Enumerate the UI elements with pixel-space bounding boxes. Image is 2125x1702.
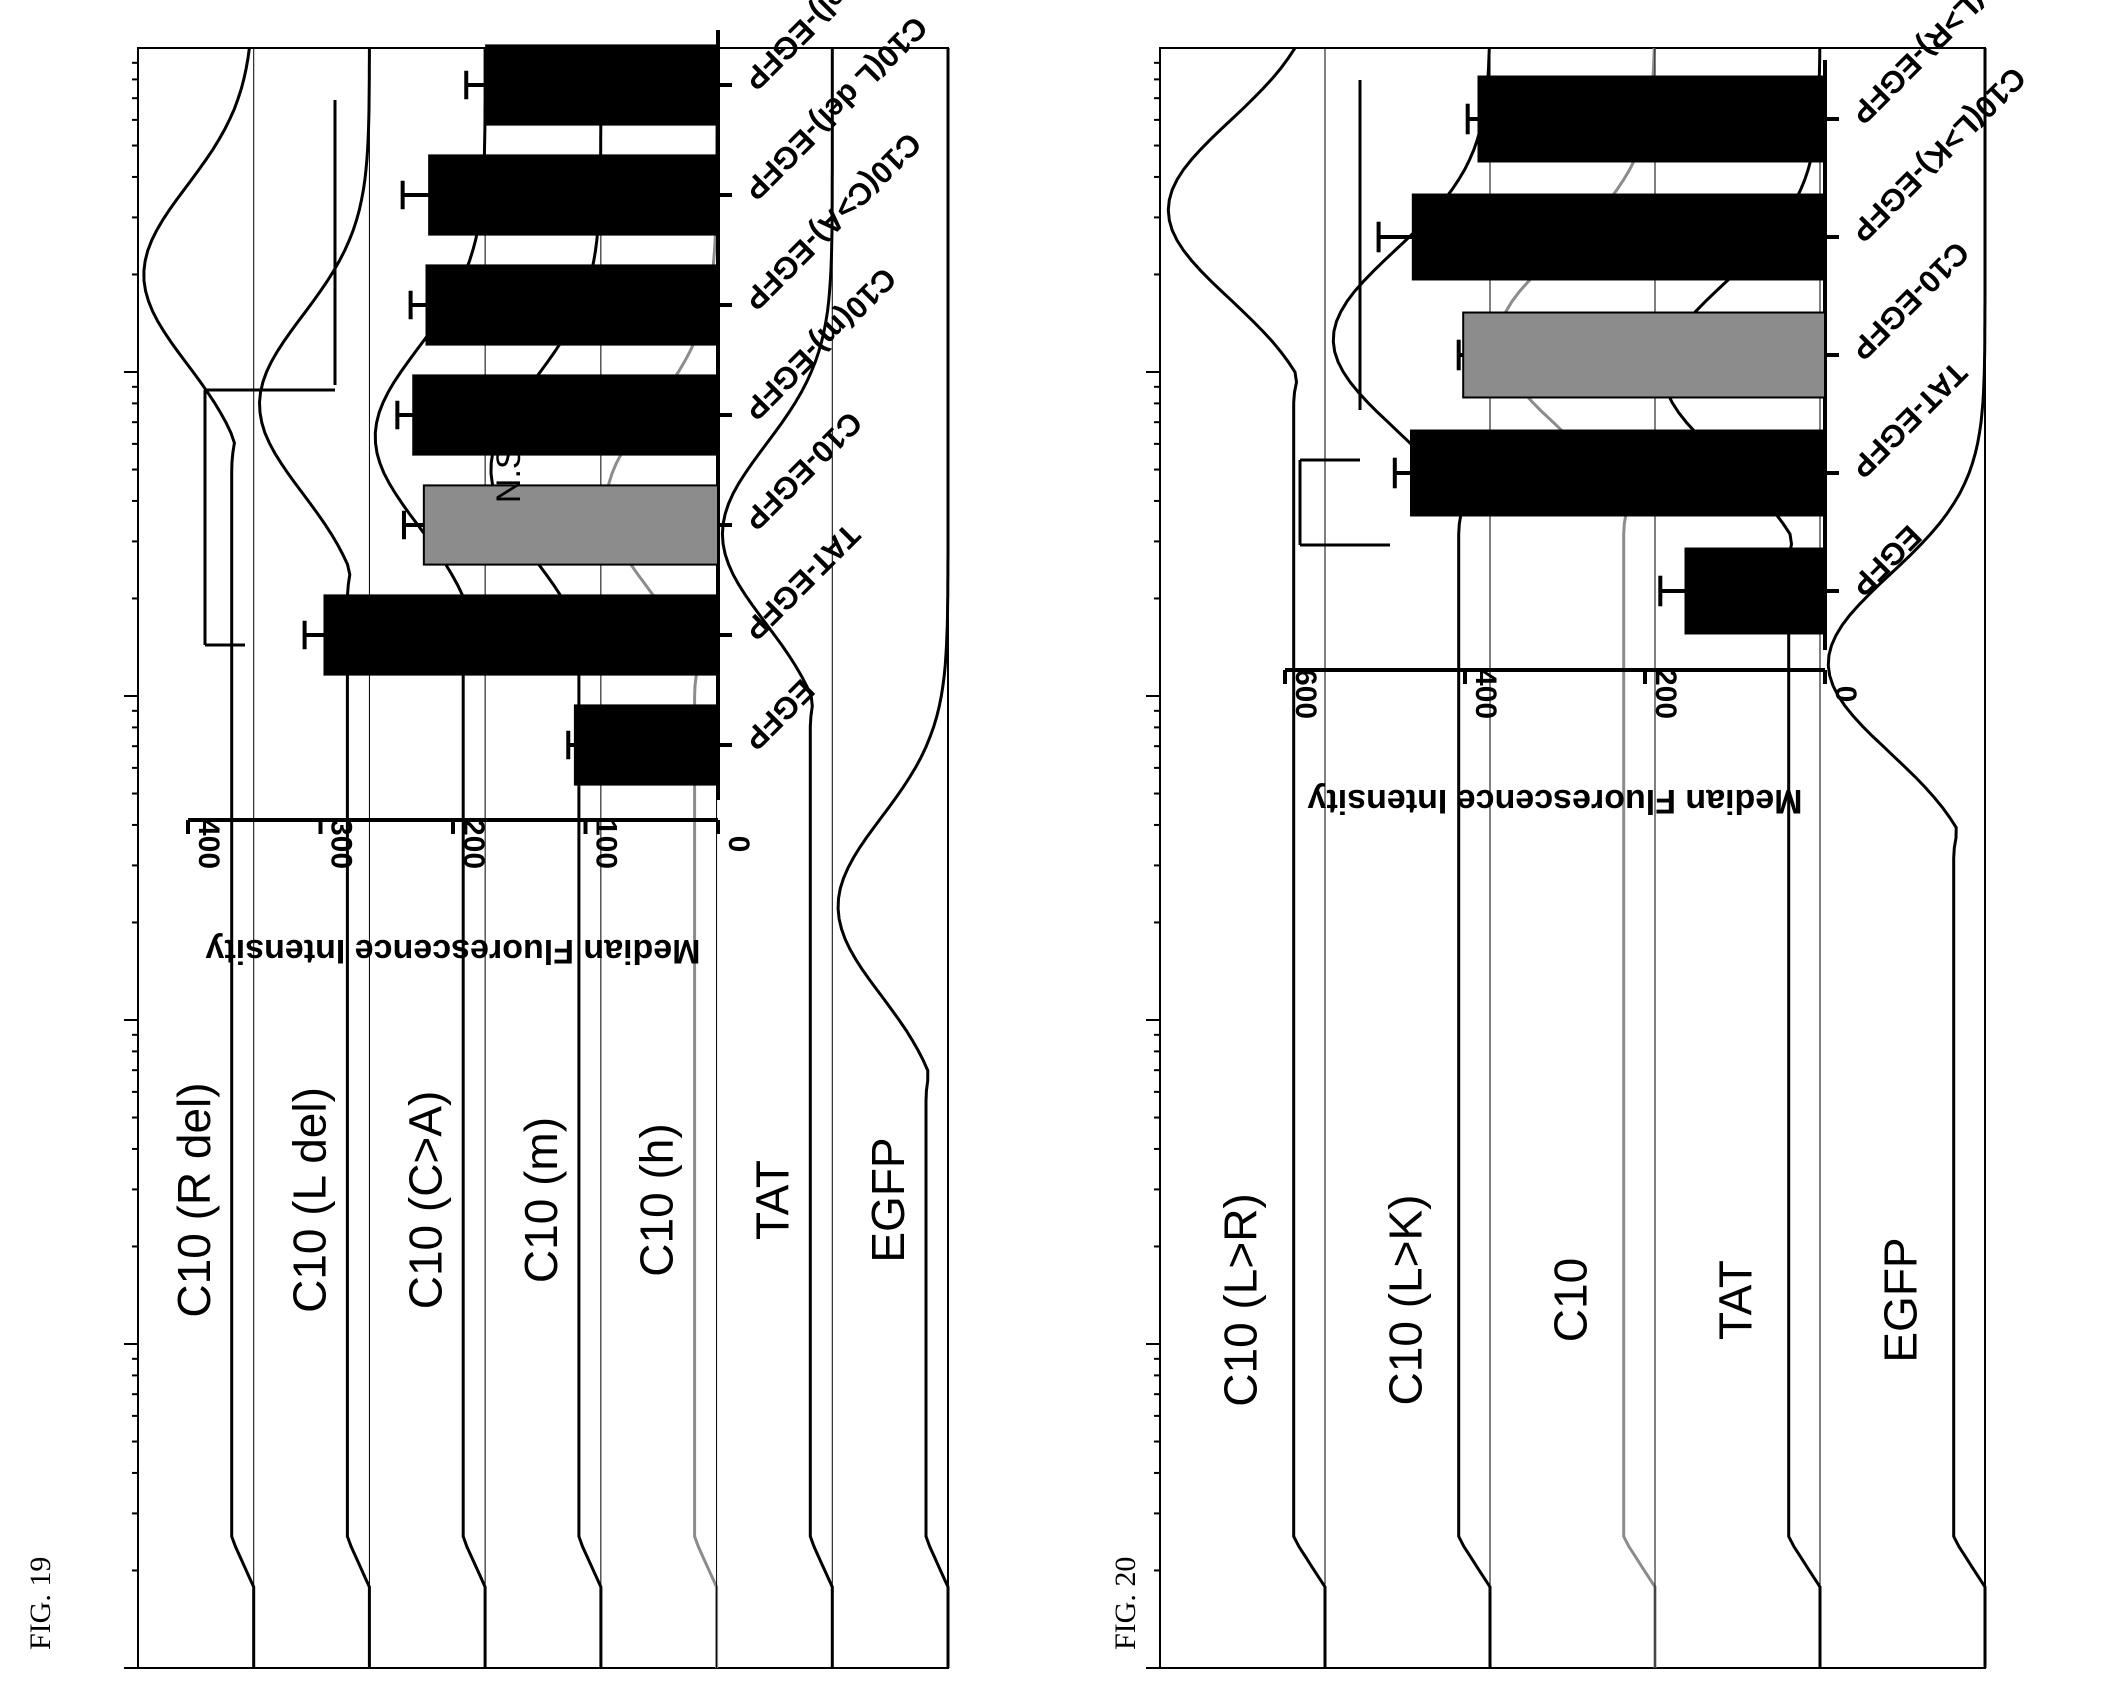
histogram-series-label: EGFP — [862, 1137, 914, 1262]
significance-bracket: N.S. — [203, 100, 528, 647]
bar — [323, 594, 719, 676]
histogram-curve — [1826, 48, 1987, 1668]
value-axis-tick-label: 300 — [325, 819, 358, 869]
value-axis-title: Median Fluorescence Intensity — [205, 932, 700, 970]
category-label: TAT-EGFP — [737, 517, 867, 647]
fig20-histogram: C10 (L>R) C10 (L>K) C10 TAT EGFP — [1146, 47, 1987, 1669]
histogram-curve — [1331, 47, 1492, 1668]
bar — [1410, 429, 1826, 517]
value-axis-tick-label: 0 — [1829, 686, 1862, 703]
category-label: C10(L del)-EGFP — [737, 9, 934, 206]
bar — [412, 374, 719, 456]
histogram-series-label: C10 — [1545, 1258, 1597, 1342]
bar — [1684, 547, 1826, 635]
value-axis-tick-label: 200 — [457, 819, 490, 869]
value-axis-title: Median Fluorescence Intensity — [1307, 782, 1802, 820]
bar — [422, 484, 719, 566]
ns-annotation: N.S. — [1560, 442, 1598, 508]
bar — [428, 154, 719, 236]
histogram-curve — [720, 48, 834, 1668]
bar — [573, 704, 720, 786]
fig19-bar-chart: 0 100 200 300 400 Median Fluorescence Intensi… — [186, 0, 937, 970]
bar — [1462, 311, 1826, 399]
histogram-axis-ticks — [1146, 61, 1160, 1669]
value-axis-tick-label: 200 — [1649, 669, 1682, 719]
histogram-series-label: C10 (L>K) — [1380, 1195, 1432, 1406]
histogram-curve — [836, 48, 950, 1668]
value-axis-tick-label: 100 — [590, 819, 623, 869]
value-axis-tick-label: 0 — [722, 836, 755, 853]
fig19-label: FIG. 19 — [24, 1557, 57, 1650]
histogram-series-label: C10 (L del) — [284, 1087, 336, 1313]
histogram-axis-ticks — [124, 61, 138, 1669]
histogram-series-label: TAT — [1710, 1260, 1762, 1340]
value-axis-tick-label: 400 — [1469, 669, 1502, 719]
histogram-curve — [142, 47, 256, 1668]
bar — [485, 44, 719, 126]
histogram-curve — [1166, 47, 1327, 1668]
value-axis-tick-label: 600 — [1289, 669, 1322, 719]
bar — [1411, 193, 1827, 281]
histogram-series-label: C10 (m) — [515, 1117, 567, 1283]
histogram-series-label: EGFP — [1875, 1237, 1927, 1362]
value-axis-tick-label: 400 — [192, 819, 225, 869]
histogram-series-label: C10 (R del) — [168, 1082, 220, 1317]
ns-annotation: N.S. — [490, 437, 528, 503]
fig19-histogram: C10 (R del) C10 (L del) C10 (C>A) C10 (m) C1… — [124, 47, 950, 1669]
histogram-curve — [257, 48, 371, 1668]
histogram-curve — [1661, 47, 1822, 1668]
histogram-series-label: C10 (C>A) — [399, 1091, 451, 1310]
bar — [425, 264, 719, 346]
fig20-bar-chart: 0 200 400 600 Median Fluorescence Intensity E… — [1283, 0, 2033, 820]
histogram-frame — [1159, 47, 1986, 1669]
category-label: EGFP — [1844, 518, 1928, 602]
histogram-series-label: C10 (L>R) — [1215, 1193, 1267, 1406]
category-label: C10-EGFP — [1844, 235, 1976, 367]
histogram-series-label: C10 (h) — [631, 1123, 683, 1276]
significance-bracket: N.S. — [1298, 80, 1598, 547]
category-label: TAT-EGFP — [1844, 355, 1974, 485]
category-label: C10-EGFP — [737, 405, 869, 537]
histogram-series-label: TAT — [746, 1160, 798, 1240]
histogram-curve — [1496, 47, 1657, 1668]
fig20-label: FIG. 20 — [1109, 1557, 1142, 1650]
bar — [1477, 75, 1826, 163]
